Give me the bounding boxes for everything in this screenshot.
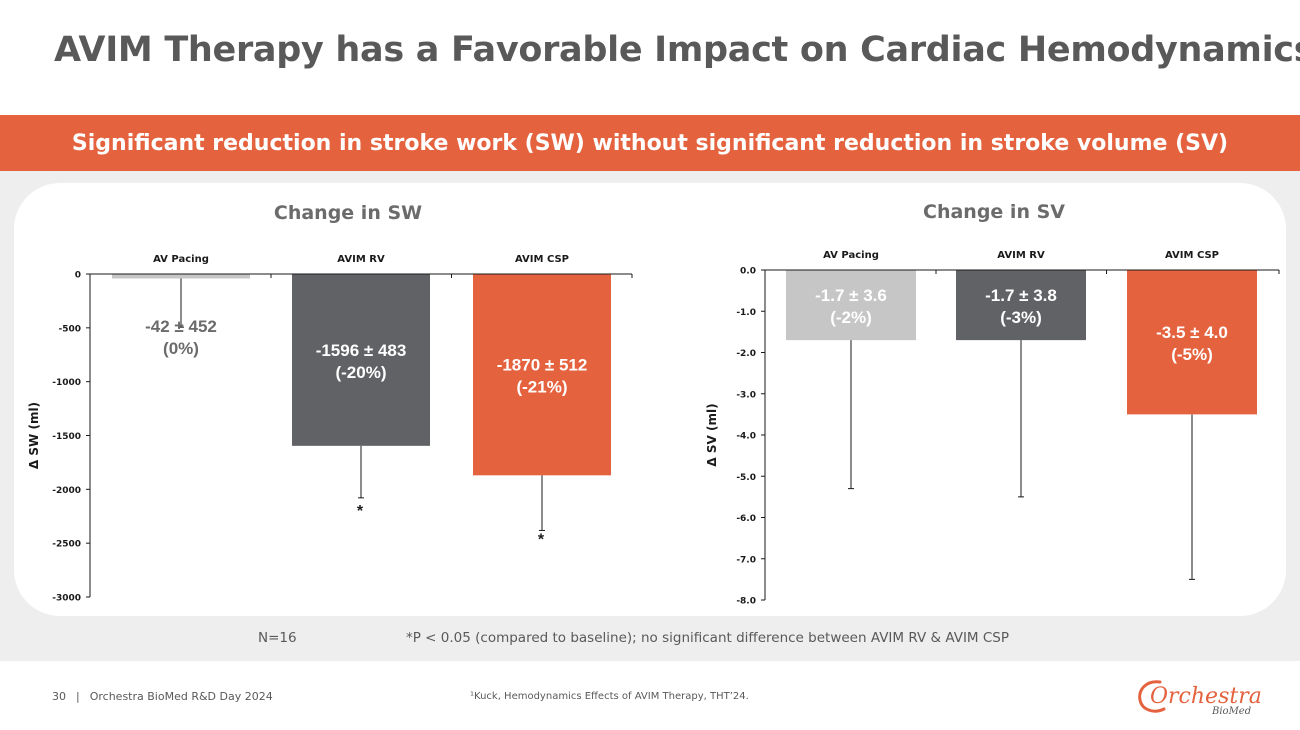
data-label: -42 ± 452 [145, 317, 217, 336]
category-label: AV Pacing [823, 250, 879, 261]
data-label: -1.7 ± 3.8 [985, 286, 1057, 305]
y-tick-label: -2.0 [736, 349, 756, 359]
y-tick-label: -6.0 [736, 514, 756, 524]
y-tick-label: -1.0 [736, 308, 756, 318]
footer-event: Orchestra BioMed R&D Day 2024 [89, 690, 273, 703]
y-tick-label: -1000 [52, 378, 81, 388]
category-label: AVIM RV [997, 250, 1045, 261]
percent-label: (-2%) [830, 308, 872, 327]
percent-label: (0%) [163, 339, 199, 358]
bar-avim-rv [956, 270, 1086, 341]
percent-label: (-3%) [1000, 308, 1042, 327]
slide-title: AVIM Therapy has a Favorable Impact on C… [54, 30, 1300, 70]
y-tick-label: 0 [75, 271, 81, 281]
data-label: -1870 ± 512 [497, 356, 588, 375]
significance-marker: * [538, 531, 545, 548]
bar-avim-csp [1127, 270, 1257, 415]
y-tick-label: -500 [58, 324, 81, 334]
y-tick-label: -3000 [52, 594, 81, 604]
bar-avim-csp [473, 274, 611, 476]
category-label: AV Pacing [153, 254, 209, 265]
sample-size-label: N=16 [258, 630, 297, 646]
percent-label: (-5%) [1171, 345, 1213, 364]
footer: 30 | Orchestra BioMed R&D Day 2024 [52, 690, 273, 703]
reference-footnote: ¹Kuck, Hemodynamics Effects of AVIM Ther… [470, 691, 749, 702]
category-label: AVIM RV [337, 254, 385, 265]
percent-label: (-21%) [516, 378, 567, 397]
y-tick-label: -7.0 [736, 555, 756, 565]
y-tick-label: 0.0 [740, 267, 756, 277]
bar-av-pacing [112, 274, 250, 279]
y-axis-label: Δ SW (ml) [27, 402, 41, 469]
bar-av-pacing [786, 270, 916, 341]
percent-label: (-20%) [335, 363, 386, 382]
y-tick-label: -4.0 [736, 432, 756, 442]
chart-title: Change in SW [274, 202, 422, 224]
data-label: -3.5 ± 4.0 [1156, 323, 1228, 342]
slide-title-text: AVIM Therapy has a Favorable Impact on C… [54, 30, 1300, 70]
category-label: AVIM CSP [1165, 250, 1219, 261]
footer-separator: | [76, 690, 80, 703]
banner-text: Significant reduction in stroke work (SW… [71, 130, 1229, 156]
y-tick-label: -5.0 [736, 473, 756, 483]
key-message-banner: Significant reduction in stroke work (SW… [0, 115, 1300, 171]
y-tick-label: -2500 [52, 540, 81, 550]
category-label: AVIM CSP [515, 254, 569, 265]
chart-card [14, 183, 1286, 616]
significance-marker: * [357, 503, 364, 520]
data-label: -1.7 ± 3.6 [815, 286, 887, 305]
significance-note: *P < 0.05 (compared to baseline); no sig… [406, 630, 1010, 646]
bar-avim-rv [292, 274, 430, 446]
y-tick-label: -2000 [52, 486, 81, 496]
page-number: 30 [52, 690, 66, 703]
logo-wordmark: Orchestra [1150, 684, 1262, 709]
logo-subtext: BioMed [1211, 706, 1251, 717]
y-axis-label: Δ SV (ml) [705, 403, 719, 466]
data-label: -1596 ± 483 [316, 341, 407, 360]
orchestra-biomed-logo: Orchestra BioMed [1138, 680, 1262, 717]
y-tick-label: -3.0 [736, 390, 756, 400]
y-tick-label: -8.0 [736, 597, 756, 607]
y-tick-label: -1500 [52, 432, 81, 442]
chart-title: Change in SV [923, 201, 1065, 223]
logo-swoosh [1138, 680, 1166, 713]
